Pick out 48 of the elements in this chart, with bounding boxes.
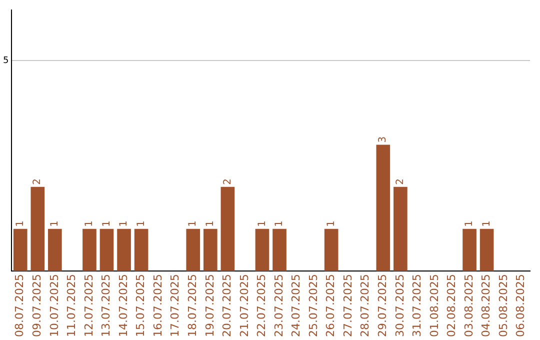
x-tick-label: 01.08.2025 [428,274,441,338]
x-tick-label: 13.07.2025 [100,274,113,338]
x-tick-label: 18.07.2025 [186,274,199,338]
data-label: 2 [395,178,406,185]
x-tick-label: 27.07.2025 [341,274,354,338]
data-label: 1 [50,220,61,227]
data-label: 1 [256,220,268,227]
x-tick-label: 06.08.2025 [514,274,528,338]
data-label: 1 [84,220,96,227]
data-label: 1 [464,220,476,227]
data-label: 1 [204,220,216,227]
x-tick-label: 31.07.2025 [410,274,424,338]
x-tick-label: 28.07.2025 [358,274,372,338]
data-label: 2 [222,178,234,185]
data-label: 1 [101,220,112,227]
x-tick-label: 15.07.2025 [134,274,148,338]
data-label: 1 [326,220,337,227]
x-tick-label: 26.07.2025 [324,274,338,338]
y-tick-label: 5 [2,56,9,66]
data-label: 2 [32,178,44,185]
x-tick-label: 19.07.2025 [203,274,216,338]
x-tick-label: 04.08.2025 [480,274,493,338]
x-tick-label: 17.07.2025 [168,274,182,338]
x-tick-label: 22.07.2025 [255,274,268,338]
data-label: 1 [14,220,26,227]
x-tick-label: 09.07.2025 [30,274,44,338]
data-label: 1 [481,220,492,227]
x-tick-label: 12.07.2025 [82,274,96,338]
x-tick-label: 02.08.2025 [445,274,458,338]
x-tick-label: 20.07.2025 [220,274,234,338]
x-tick-label: 21.07.2025 [238,274,251,338]
data-label: 1 [188,220,199,227]
data-label: 3 [378,136,389,143]
x-tick-label: 05.08.2025 [496,274,510,338]
data-label: 1 [274,220,286,227]
x-tick-label: 24.07.2025 [290,274,303,338]
x-tick-label: 14.07.2025 [116,274,130,338]
data-label: 1 [118,220,130,227]
x-tick-label: 10.07.2025 [48,274,61,338]
x-tick-label: 08.07.2025 [13,274,26,338]
x-tick-label: 25.07.2025 [306,274,320,338]
x-tick-label: 03.08.2025 [462,274,476,338]
x-tick-label: 29.07.2025 [376,274,390,338]
x-tick-label: 11.07.2025 [65,274,78,338]
x-tick-label: 30.07.2025 [393,274,406,338]
data-label: 1 [136,220,147,227]
x-tick-label: 16.07.2025 [151,274,164,338]
x-tick-label: 23.07.2025 [272,274,286,338]
